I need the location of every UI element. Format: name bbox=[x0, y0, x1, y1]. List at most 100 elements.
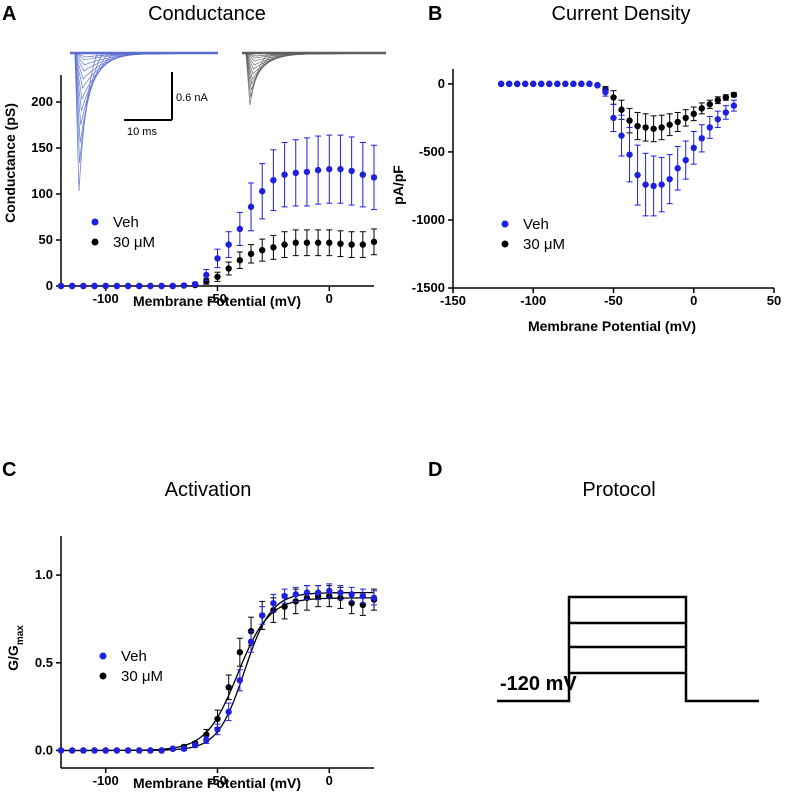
legend-label: 30 μM bbox=[113, 234, 155, 251]
data-point bbox=[292, 239, 299, 246]
legend-label: 30 μM bbox=[523, 236, 565, 253]
series-veh bbox=[57, 134, 378, 290]
panel-a-xlabel: Membrane Potential (mV) bbox=[133, 293, 301, 309]
panel-letter-b: B bbox=[428, 3, 442, 25]
x-tick-label: 50 bbox=[767, 293, 781, 308]
data-point bbox=[292, 169, 299, 177]
data-point bbox=[666, 121, 673, 128]
legend-label: 30 μM bbox=[121, 668, 163, 685]
data-point bbox=[326, 239, 333, 246]
data-point bbox=[214, 255, 221, 262]
data-point bbox=[102, 747, 109, 754]
legend-marker bbox=[99, 652, 107, 660]
data-point bbox=[158, 282, 165, 290]
panel-c-ylabel: G/Gmax bbox=[5, 625, 26, 671]
data-point bbox=[281, 241, 288, 248]
data-point bbox=[91, 282, 98, 290]
legend-marker bbox=[501, 220, 509, 228]
data-point bbox=[554, 80, 561, 88]
x-tick-label: -100 bbox=[520, 293, 546, 308]
data-point bbox=[91, 747, 98, 754]
data-point bbox=[236, 649, 244, 656]
data-point bbox=[698, 105, 705, 112]
data-point bbox=[180, 745, 188, 752]
data-point bbox=[147, 282, 154, 290]
data-point bbox=[650, 182, 657, 190]
x-tick-label: -100 bbox=[93, 291, 119, 306]
data-point bbox=[270, 244, 277, 251]
data-point bbox=[505, 80, 513, 88]
data-point bbox=[214, 726, 221, 733]
protocol-outer-step bbox=[497, 595, 759, 703]
data-point bbox=[674, 118, 681, 126]
data-point bbox=[124, 282, 132, 290]
series-30um bbox=[497, 80, 738, 143]
data-point bbox=[666, 175, 673, 183]
data-point bbox=[314, 589, 322, 596]
current-trace bbox=[242, 52, 387, 57]
data-point bbox=[80, 747, 87, 754]
data-point bbox=[124, 747, 132, 754]
data-point bbox=[370, 238, 378, 246]
data-point bbox=[634, 122, 641, 130]
panel-c-activation-chart: -100 -50 0 0.0 0.5 1.0 Veh 30 μM bbox=[35, 536, 378, 788]
data-point bbox=[642, 124, 649, 131]
data-point bbox=[225, 684, 232, 691]
data-point bbox=[225, 265, 232, 272]
data-point bbox=[57, 282, 65, 290]
data-point bbox=[730, 102, 738, 109]
data-point bbox=[270, 599, 277, 607]
data-point bbox=[690, 144, 697, 152]
y-tick-label: -1000 bbox=[412, 212, 445, 227]
data-point bbox=[359, 171, 367, 178]
series-veh bbox=[497, 80, 738, 217]
data-point bbox=[359, 241, 367, 248]
data-point bbox=[690, 110, 697, 118]
data-point bbox=[698, 135, 705, 142]
current-trace bbox=[70, 52, 219, 126]
data-point bbox=[270, 177, 277, 184]
data-point bbox=[370, 174, 378, 181]
y-tick-label: 100 bbox=[31, 186, 53, 201]
data-point bbox=[225, 241, 232, 248]
data-point bbox=[136, 747, 143, 754]
data-point bbox=[236, 225, 244, 233]
data-point bbox=[594, 82, 601, 89]
data-point bbox=[203, 278, 210, 285]
data-point bbox=[610, 114, 617, 122]
scalebar-time-label: 10 ms bbox=[127, 126, 157, 138]
data-point bbox=[281, 171, 288, 178]
protocol-holding-label: -120 mV bbox=[500, 673, 577, 695]
data-point bbox=[259, 612, 266, 619]
data-point bbox=[191, 280, 199, 288]
x-tick-label: -100 bbox=[93, 773, 119, 788]
data-point bbox=[68, 747, 76, 754]
current-traces-30um bbox=[242, 51, 387, 106]
panel-d-title: Protocol bbox=[582, 479, 655, 501]
data-point bbox=[586, 80, 593, 88]
data-point bbox=[225, 708, 232, 716]
data-point bbox=[337, 589, 344, 596]
x-tick-label: -50 bbox=[604, 293, 623, 308]
y-tick-label: -1500 bbox=[412, 280, 445, 295]
data-point bbox=[578, 80, 585, 88]
data-point bbox=[169, 282, 176, 290]
data-point bbox=[292, 591, 299, 598]
x-tick-label: -50 bbox=[208, 291, 227, 306]
data-point bbox=[359, 592, 367, 600]
data-point bbox=[714, 97, 722, 104]
data-point bbox=[214, 715, 221, 723]
data-point bbox=[682, 156, 689, 164]
current-trace bbox=[70, 52, 219, 66]
current-trace bbox=[70, 52, 219, 192]
y-tick-label: 0.5 bbox=[35, 655, 53, 670]
data-point bbox=[102, 282, 109, 290]
panel-letter-a: A bbox=[2, 3, 16, 25]
data-point bbox=[722, 94, 730, 101]
data-point bbox=[730, 91, 738, 98]
data-point bbox=[113, 747, 121, 754]
data-point bbox=[674, 165, 681, 172]
x-tick-label: 0 bbox=[326, 291, 333, 306]
